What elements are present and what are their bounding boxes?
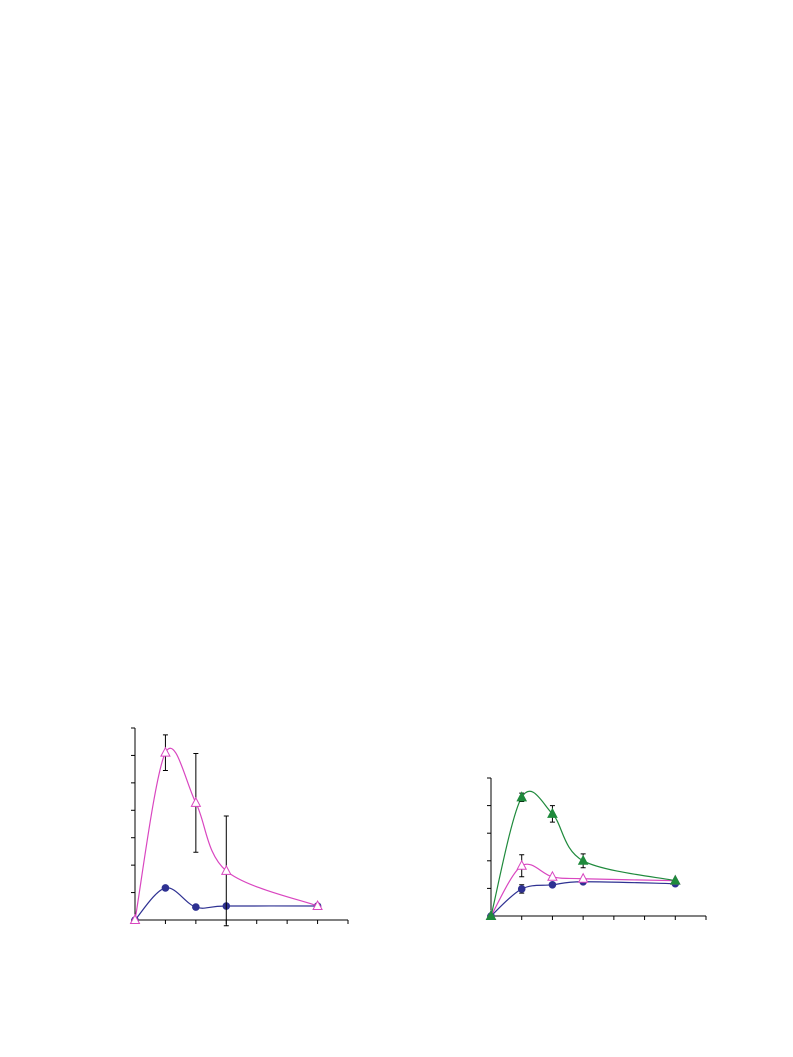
marker <box>129 913 141 924</box>
marker <box>161 884 170 892</box>
marker <box>485 909 497 920</box>
marker <box>577 872 589 883</box>
marker <box>312 899 323 911</box>
marker <box>190 796 202 807</box>
marker <box>220 864 232 875</box>
marker <box>547 807 558 818</box>
marker <box>516 859 528 870</box>
marker <box>516 791 528 802</box>
marker <box>517 885 526 893</box>
marker <box>548 881 557 889</box>
marker <box>160 746 171 757</box>
marker <box>577 854 589 865</box>
marker <box>192 903 200 911</box>
marker <box>669 874 681 885</box>
marker <box>547 870 558 881</box>
series-line <box>134 747 318 921</box>
